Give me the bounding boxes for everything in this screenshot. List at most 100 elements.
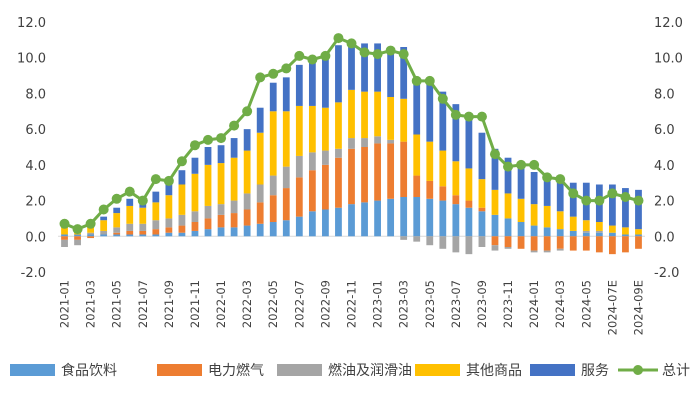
bar-segment-电力燃气 [543,236,551,251]
bar-segment-其他商品 [126,205,134,224]
bar-segment-服务 [543,177,551,206]
legend-label-电力燃气: 电力燃气 [208,362,264,379]
bar-segment-燃油及润滑油 [243,193,251,210]
bar-segment-燃油及润滑油 [74,239,81,246]
bar-segment-燃油及润滑油 [361,138,368,147]
x-tick-label: 2021-11 [188,280,202,328]
bar-segment-其他商品 [113,213,121,228]
bar-segment-其他商品 [413,134,421,176]
bar-segment-食品饮料 [335,207,342,237]
bar-segment-电力燃气 [569,236,577,251]
bar-segment-燃油及润滑油 [543,250,551,253]
bar-segment-其他商品 [465,168,473,201]
bar-segment-服务 [556,182,564,212]
x-tick-label: 2023-07 [449,280,463,328]
legend: 食品饮料 电力燃气 燃油及润滑油 其他商品 服务 总计 [10,362,690,379]
bar-segment-电力燃气 [204,218,212,230]
bar-segment-其他商品 [517,198,525,222]
bar-segment-其他商品 [322,107,329,151]
bar-segment-服务 [426,84,434,142]
bar-segment-燃油及润滑油 [126,223,134,231]
bar-segment-电力燃气 [295,177,303,217]
bar-segment-燃油及润滑油 [87,232,95,235]
bar-segment-电力燃气 [178,225,186,233]
bar-segment-燃油及润滑油 [322,150,329,165]
legend-swatch-燃油及润滑油 [277,364,322,376]
bar-segment-食品饮料 [100,234,108,237]
bar-segment-服务 [465,116,473,169]
bar-segment-燃油及润滑油 [308,152,316,171]
bar-segment-电力燃气 [582,236,590,251]
y-tick-label-right: 6.0 [654,123,675,138]
bar-segment-电力燃气 [348,148,355,205]
bar-segment-其他商品 [165,195,173,219]
bar-segment-食品饮料 [113,234,121,237]
total-point [607,188,618,199]
bar-segment-其他商品 [361,91,368,139]
bar-segment-服务 [348,39,355,90]
total-point [542,172,553,183]
bar-segment-电力燃气 [74,236,81,240]
bar-segment-服务 [204,147,212,165]
bar-segment-电力燃气 [243,209,251,226]
bar-segment-其他商品 [139,207,147,224]
bar-segment-服务 [165,182,173,196]
bar-segment-服务 [387,47,395,97]
total-point [124,186,135,197]
bar-segment-其他商品 [400,98,408,142]
bar-segment-服务 [400,47,408,99]
bar-segment-燃油及润滑油 [556,248,564,251]
legend-label-服务: 服务 [581,363,609,379]
bar-segment-食品饮料 [165,232,173,237]
bar-segment-食品饮料 [543,227,551,237]
total-point [489,149,500,160]
x-tick-label: 2024-01 [527,280,541,328]
x-tick-label: 2021-05 [110,280,124,328]
bar-segment-其他商品 [452,161,460,196]
bar-series [61,39,642,255]
bar-segment-燃油及润滑油 [530,250,538,253]
bar-segment-其他商品 [387,97,395,140]
bar-segment-其他商品 [61,227,68,235]
y-tick-label-left: 12.0 [17,16,46,31]
total-point [476,111,487,122]
bar-segment-燃油及润滑油 [582,230,590,233]
bar-segment-服务 [282,77,290,112]
total-point [359,47,370,58]
bar-segment-电力燃气 [595,236,603,253]
bar-segment-食品饮料 [295,216,303,237]
bar-segment-燃油及润滑油 [204,205,212,219]
bar-segment-其他商品 [608,225,616,233]
bar-segment-其他商品 [295,105,303,156]
total-point [242,106,253,117]
bar-segment-其他商品 [204,164,212,206]
total-point [555,174,566,185]
bar-segment-电力燃气 [113,232,121,235]
total-point [216,133,227,144]
total-point [424,75,435,86]
bar-segment-电力燃气 [517,236,525,249]
bar-segment-电力燃气 [322,164,329,210]
y-tick-label-right: 0.0 [654,230,675,245]
total-point [594,195,605,206]
total-point [150,174,161,185]
bar-segment-电力燃气 [217,214,225,228]
bar-segment-燃油及润滑油 [400,236,408,240]
bar-segment-电力燃气 [530,236,538,251]
bar-segment-电力燃气 [465,200,473,208]
legend-swatch-电力燃气 [157,364,202,376]
bar-segment-食品饮料 [256,223,264,237]
bar-segment-食品饮料 [569,230,577,237]
bar-segment-燃油及润滑油 [413,236,421,242]
bar-segment-其他商品 [217,163,225,205]
bar-segment-燃油及润滑油 [426,236,434,246]
bar-segment-其他商品 [491,189,499,215]
bar-segment-燃油及润滑油 [335,148,342,158]
bar-segment-服务 [100,216,108,221]
bar-segment-服务 [191,157,199,174]
bar-segment-其他商品 [556,211,564,230]
bar-segment-食品饮料 [243,225,251,237]
total-point [333,33,344,44]
bar-segment-电力燃气 [622,236,629,253]
